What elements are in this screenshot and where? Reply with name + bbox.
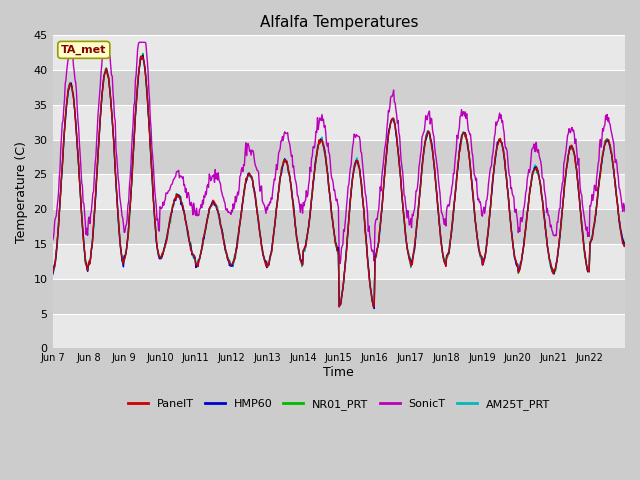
SonicT	[399, 178, 407, 184]
PanelT	[272, 213, 280, 219]
NR01_PRT	[399, 208, 407, 214]
Bar	[52, 174, 625, 209]
HMP60	[431, 176, 439, 182]
AM25T_PRT	[250, 186, 258, 192]
PanelT	[399, 208, 407, 214]
Bar	[52, 105, 625, 140]
NR01_PRT	[222, 250, 230, 256]
AM25T_PRT	[49, 268, 56, 274]
SonicT	[222, 206, 230, 212]
NR01_PRT	[250, 186, 258, 192]
HMP60	[272, 214, 280, 219]
AM25T_PRT	[621, 241, 629, 247]
AM25T_PRT	[399, 210, 407, 216]
NR01_PRT	[116, 235, 124, 241]
NR01_PRT	[621, 241, 629, 247]
Bar	[52, 244, 625, 279]
HMP60	[621, 240, 629, 246]
PanelT	[222, 248, 230, 253]
NR01_PRT	[272, 211, 280, 217]
AM25T_PRT	[371, 305, 378, 311]
Line: NR01_PRT: NR01_PRT	[52, 53, 625, 306]
Bar	[52, 279, 625, 313]
Legend: PanelT, HMP60, NR01_PRT, SonicT, AM25T_PRT: PanelT, HMP60, NR01_PRT, SonicT, AM25T_P…	[124, 395, 554, 414]
SonicT	[250, 155, 258, 160]
Line: AM25T_PRT: AM25T_PRT	[52, 56, 625, 308]
Bar	[52, 209, 625, 244]
NR01_PRT	[49, 270, 56, 276]
HMP60	[399, 208, 407, 214]
SonicT	[101, 39, 109, 45]
AM25T_PRT	[222, 246, 230, 252]
Bar	[52, 313, 625, 348]
HMP60	[371, 306, 378, 312]
Y-axis label: Temperature (C): Temperature (C)	[15, 141, 28, 243]
HMP60	[250, 185, 258, 191]
Text: TA_met: TA_met	[61, 45, 106, 55]
SonicT	[336, 261, 344, 266]
PanelT	[335, 304, 343, 310]
SonicT	[272, 169, 280, 175]
NR01_PRT	[431, 176, 439, 181]
Line: SonicT: SonicT	[52, 42, 625, 264]
SonicT	[116, 200, 124, 205]
PanelT	[621, 241, 629, 247]
AM25T_PRT	[272, 214, 280, 219]
Title: Alfalfa Temperatures: Alfalfa Temperatures	[260, 15, 418, 30]
PanelT	[49, 271, 56, 276]
NR01_PRT	[370, 303, 378, 309]
PanelT	[250, 188, 258, 194]
HMP60	[49, 272, 56, 278]
AM25T_PRT	[116, 235, 124, 240]
PanelT	[116, 233, 124, 239]
SonicT	[431, 151, 439, 157]
Line: HMP60: HMP60	[52, 55, 625, 309]
AM25T_PRT	[138, 53, 145, 59]
NR01_PRT	[139, 50, 147, 56]
Bar	[52, 36, 625, 70]
PanelT	[431, 177, 439, 182]
Bar	[52, 70, 625, 105]
Bar	[52, 140, 625, 174]
HMP60	[222, 249, 230, 254]
SonicT	[49, 238, 56, 243]
HMP60	[116, 237, 124, 243]
SonicT	[621, 209, 629, 215]
Line: PanelT: PanelT	[52, 57, 625, 307]
AM25T_PRT	[431, 175, 439, 181]
HMP60	[139, 52, 147, 58]
PanelT	[137, 54, 145, 60]
X-axis label: Time: Time	[323, 366, 354, 379]
